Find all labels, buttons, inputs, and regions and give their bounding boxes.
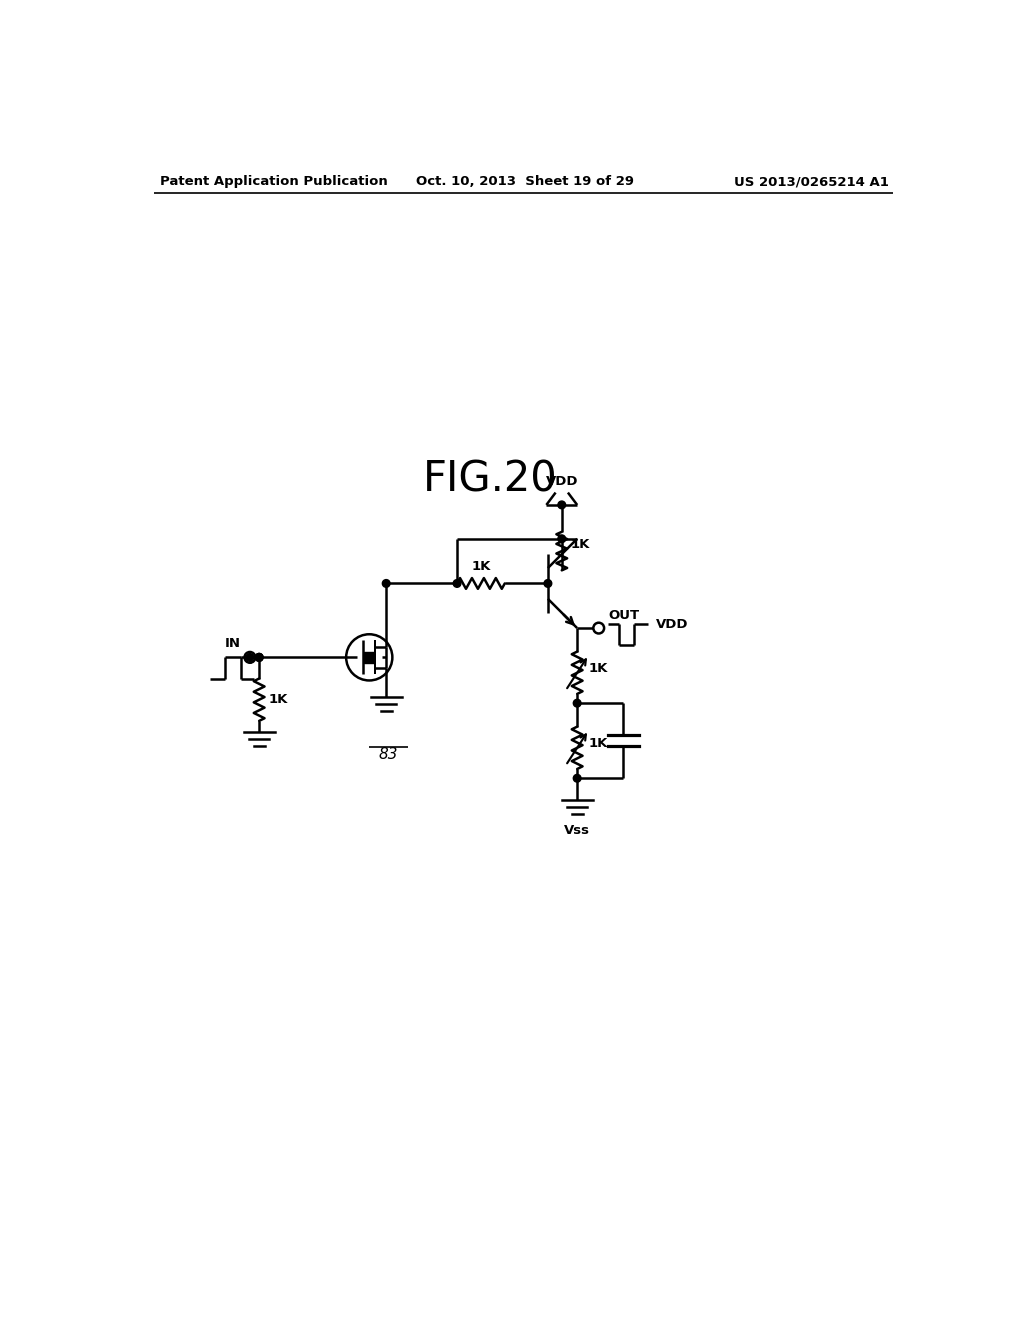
Text: 1K: 1K xyxy=(571,539,591,552)
Text: 1K: 1K xyxy=(471,561,490,573)
Circle shape xyxy=(255,653,263,661)
Text: VDD: VDD xyxy=(655,618,688,631)
Circle shape xyxy=(246,653,254,661)
Text: Patent Application Publication: Patent Application Publication xyxy=(160,176,387,189)
Circle shape xyxy=(255,653,263,661)
Text: 1K: 1K xyxy=(589,738,608,751)
Text: Oct. 10, 2013  Sheet 19 of 29: Oct. 10, 2013 Sheet 19 of 29 xyxy=(416,176,634,189)
Circle shape xyxy=(382,579,390,587)
Circle shape xyxy=(573,775,581,783)
Circle shape xyxy=(255,653,263,661)
Circle shape xyxy=(544,579,552,587)
Circle shape xyxy=(558,502,565,508)
Text: OUT: OUT xyxy=(608,609,640,622)
Text: FIG.20: FIG.20 xyxy=(423,459,558,500)
Text: VDD: VDD xyxy=(546,475,578,488)
Text: Vss: Vss xyxy=(564,825,590,837)
Text: 1K: 1K xyxy=(268,693,288,706)
Bar xyxy=(365,652,374,663)
Circle shape xyxy=(573,700,581,708)
Circle shape xyxy=(558,535,565,543)
Text: 1K: 1K xyxy=(589,663,608,676)
Text: 83: 83 xyxy=(379,747,398,763)
Text: IN: IN xyxy=(224,636,241,649)
Text: US 2013/0265214 A1: US 2013/0265214 A1 xyxy=(734,176,889,189)
Circle shape xyxy=(454,579,461,587)
